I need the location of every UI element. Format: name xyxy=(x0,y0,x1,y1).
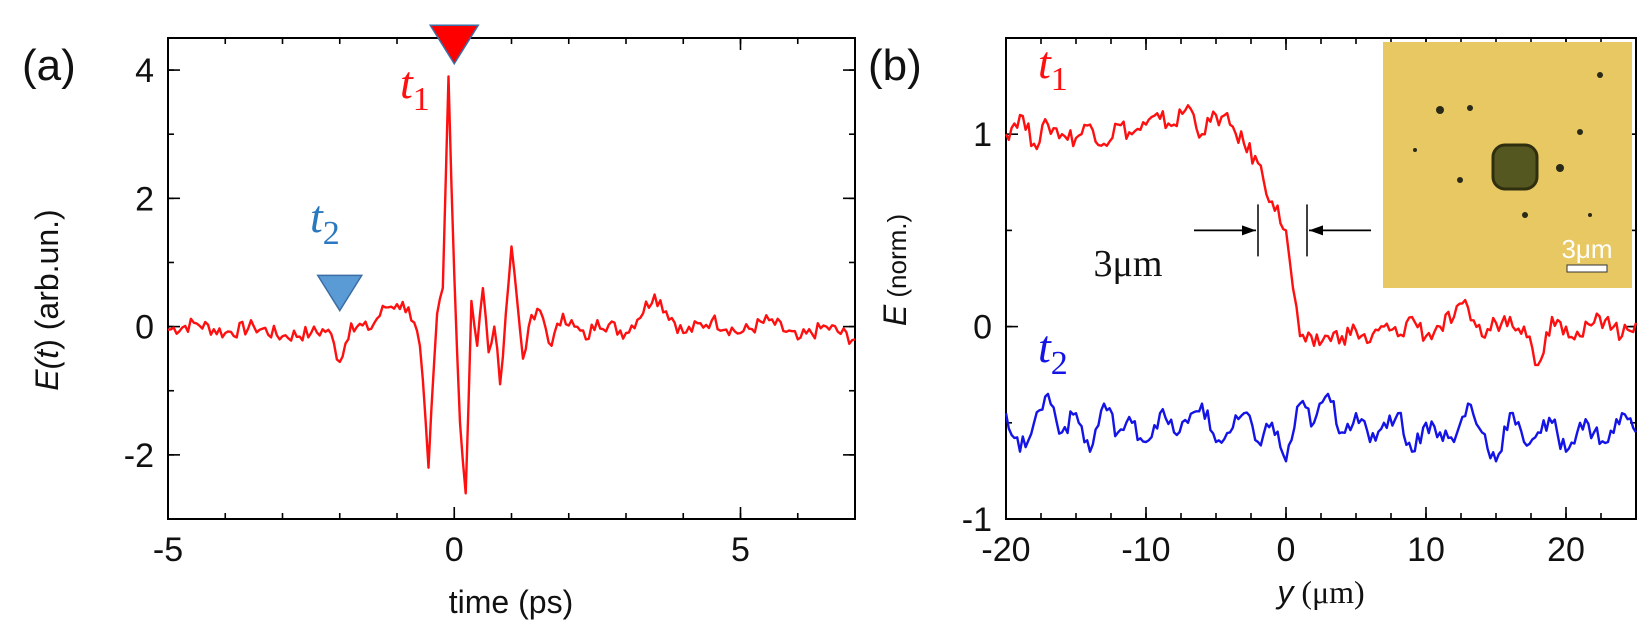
inset-sample-square xyxy=(1491,143,1539,191)
series-line-0-et xyxy=(167,75,856,495)
ylabel-a-suffix: ) (arb.un.) xyxy=(29,209,65,349)
xtick-label-1-1: -10 xyxy=(1121,531,1170,569)
label-a-t2: t2 xyxy=(310,191,340,252)
ylabel-b-var: E xyxy=(877,304,913,326)
panel-a-label: (a) xyxy=(22,41,76,90)
xlabel-b-var: y xyxy=(1275,574,1295,610)
ytick-label-1-1: 0 xyxy=(973,309,992,347)
xlabel-b-units: (μm) xyxy=(1293,574,1364,610)
chart-b: -20 -10 0 10 20-101 3μm y (μm) E (norm.) 3μm xyxy=(877,37,1638,610)
ylabel-a-var: t xyxy=(29,349,65,359)
chart-a-ylabel: E(t) (arb.un.) xyxy=(29,209,65,390)
ytick-label-0-0: -2 xyxy=(124,437,154,475)
label-a-t2-var: t xyxy=(310,191,324,242)
width-left-arrowhead xyxy=(1242,225,1256,236)
chart-a-xlabel: time (ps) xyxy=(449,584,573,620)
width-right-arrowhead xyxy=(1309,225,1323,236)
chart-a-frame xyxy=(167,37,856,520)
ylabel-b-units: (norm.) xyxy=(882,214,912,305)
label-b-t2-var: t xyxy=(1038,321,1052,372)
label-b-t2-sub: 2 xyxy=(1051,345,1068,382)
chart-b-xlabel: y (μm) xyxy=(1275,574,1364,610)
panel-b-label: (b) xyxy=(868,41,922,90)
ytick-label-0-1: 0 xyxy=(135,309,154,347)
xtick-label-0-2: 5 xyxy=(731,531,750,569)
xtick-label-1-3: 10 xyxy=(1407,531,1445,569)
xtick-label-0-1: 0 xyxy=(445,531,464,569)
ytick-label-1-2: 1 xyxy=(973,116,992,154)
inset-scale-bar xyxy=(1566,264,1608,273)
inset-scale-label: 3μm xyxy=(1561,234,1612,264)
series-line-1-t1 xyxy=(1004,104,1638,367)
label-b-t2: t2 xyxy=(1038,321,1068,382)
label-b-t1-var: t xyxy=(1038,37,1052,88)
xtick-label-1-4: 20 xyxy=(1547,531,1585,569)
chart-b-ylabel: E (norm.) xyxy=(877,214,913,326)
ytick-label-0-2: 2 xyxy=(135,180,154,218)
width-annotation xyxy=(1194,204,1371,257)
label-a-t2-sub: 2 xyxy=(323,215,340,252)
label-b-t1-sub: 1 xyxy=(1051,61,1068,98)
width-annotation-label: 3μm xyxy=(1094,243,1163,285)
ytick-label-0-3: 4 xyxy=(135,52,154,90)
ylabel-a-prefix: E( xyxy=(29,355,65,390)
marker-t2-icon xyxy=(316,274,364,312)
label-a-t1: t1 xyxy=(400,57,430,118)
series-line-1-t2 xyxy=(1004,392,1638,463)
xtick-label-1-2: 0 xyxy=(1277,531,1296,569)
xtick-label-0-0: -5 xyxy=(153,531,183,569)
marker-t1-icon xyxy=(428,24,480,66)
xtick-label-1-0: -20 xyxy=(981,531,1030,569)
label-b-t1: t1 xyxy=(1038,37,1068,98)
inset-image: 3μm xyxy=(1383,42,1632,288)
ytick-label-1-0: -1 xyxy=(962,501,992,539)
label-a-t1-sub: 1 xyxy=(413,81,430,118)
label-a-t1-var: t xyxy=(400,57,414,108)
